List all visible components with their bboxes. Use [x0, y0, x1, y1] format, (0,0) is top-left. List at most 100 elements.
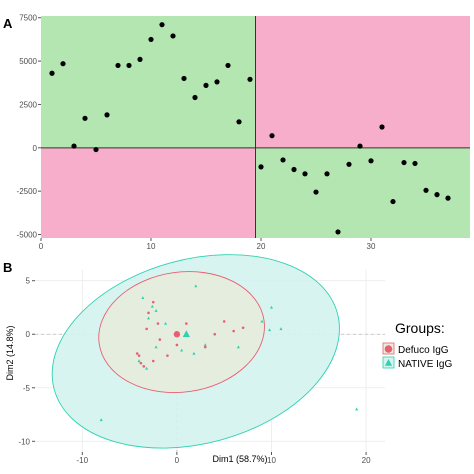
native-centroid	[182, 330, 190, 338]
native-point	[268, 328, 272, 332]
native-point	[141, 296, 145, 300]
data-point	[159, 22, 165, 28]
data-point	[236, 119, 242, 125]
defuco-point	[135, 352, 139, 355]
group-points	[99, 284, 359, 422]
legend-items: Defuco IgG NATIVE IgG	[382, 342, 452, 370]
legend-triangle-marker	[384, 359, 393, 366]
data-point	[434, 192, 440, 198]
y-tick-label: -10	[18, 437, 30, 446]
quadrant-backgrounds	[41, 16, 470, 238]
data-point	[390, 198, 396, 205]
data-point	[401, 159, 407, 166]
data-point	[115, 62, 121, 69]
defuco-point	[213, 332, 217, 336]
data-point	[214, 79, 220, 85]
defuco-point	[137, 354, 141, 357]
y-tick-label: -2500	[17, 187, 38, 196]
data-point	[104, 112, 110, 118]
defuco-point	[151, 359, 155, 363]
axis-ticks: -10 0 10 20 5 0 -5 -10	[18, 277, 371, 465]
y-tick-label: 5	[26, 277, 31, 286]
native-point	[164, 321, 168, 325]
data-point	[60, 61, 66, 67]
defuco-point	[241, 326, 245, 330]
defuco-point	[222, 320, 226, 323]
native-point	[192, 351, 196, 355]
x-tick-label: 0	[39, 242, 44, 251]
legend-title: Groups:	[395, 320, 445, 336]
defuco-point	[145, 327, 148, 331]
panel-a-label: A	[3, 16, 13, 31]
data-point	[82, 115, 88, 121]
data-point	[225, 62, 231, 69]
data-point	[258, 164, 264, 170]
data-point	[203, 82, 209, 88]
data-point	[137, 56, 143, 62]
y-tick-label: 7500	[19, 14, 37, 23]
native-point	[269, 305, 274, 309]
data-point	[126, 62, 132, 69]
native-point	[146, 316, 151, 320]
defuco-point	[156, 322, 160, 325]
confidence-ellipses	[51, 254, 340, 449]
defuco-point	[139, 361, 143, 365]
x-tick-label: 10	[267, 456, 276, 465]
x-tick-label: 10	[147, 242, 156, 251]
y-tick-label: 0	[26, 330, 31, 339]
data-point	[412, 160, 418, 167]
defuco-point	[203, 345, 207, 349]
defuco-centroid	[173, 331, 181, 338]
defuco-point	[166, 354, 169, 357]
data-point	[313, 189, 319, 195]
data-point	[170, 33, 176, 39]
data-points	[49, 22, 451, 235]
native-point	[137, 359, 141, 363]
data-point	[49, 70, 55, 76]
native-point	[150, 304, 154, 308]
x-axis-title: Dim1 (58.7%)	[212, 454, 267, 464]
data-point	[71, 143, 77, 149]
legend-label: NATIVE IgG	[398, 359, 452, 370]
x-tick-label: -10	[77, 456, 89, 465]
data-point	[280, 157, 286, 163]
native-point	[180, 348, 184, 352]
legend-label: Defuco IgG	[398, 345, 449, 356]
axis-ticks: 0 10 20 30 7500 5000 2500 0 -2500 -5000	[17, 14, 376, 251]
data-point	[148, 36, 154, 43]
quadrant-top-left	[41, 16, 256, 148]
native-point	[154, 308, 158, 312]
defuco-point	[147, 311, 150, 315]
data-point	[291, 166, 297, 173]
data-point	[324, 171, 330, 177]
data-point	[346, 161, 352, 167]
native-point	[236, 345, 240, 349]
native-point	[154, 345, 158, 349]
data-point	[247, 76, 253, 82]
panel-a-scatter: 0 10 20 30 7500 5000 2500 0 -2500 -5000	[17, 14, 470, 251]
y-axis-title: Dim2 (14.8%)	[5, 325, 15, 380]
x-tick-label: 20	[257, 242, 266, 251]
defuco-point	[232, 329, 235, 333]
data-point	[192, 94, 198, 101]
panel-b-pca: -10 0 10 20 5 0 -5 -10 Dim1 (58.7%) Dim2 (14.8%…	[5, 254, 385, 465]
native-point	[99, 418, 103, 422]
defuco-point	[142, 365, 146, 368]
quadrant-top-right	[255, 16, 470, 148]
y-tick-label: -5000	[17, 231, 38, 240]
native-point	[194, 284, 198, 288]
quadrant-bottom-left	[41, 147, 256, 238]
data-point	[445, 195, 451, 201]
defuco-point	[158, 338, 162, 341]
y-tick-label: -5	[23, 384, 31, 393]
native-point	[355, 407, 359, 411]
data-point	[423, 187, 429, 193]
legend-circle-marker	[384, 345, 393, 353]
defuco-point	[151, 300, 155, 304]
data-point	[93, 146, 99, 153]
native-point	[203, 343, 207, 347]
y-tick-label: 0	[33, 144, 38, 153]
panel-b-label: B	[3, 260, 12, 275]
data-point	[335, 229, 341, 235]
